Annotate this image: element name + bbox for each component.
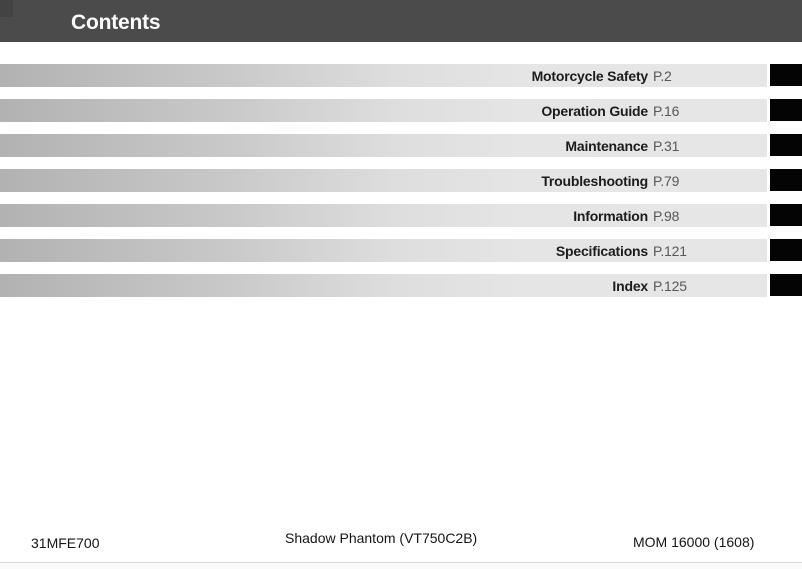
chapter-title: Troubleshooting (541, 172, 648, 189)
footer-model-name: Shadow Phantom (VT750C2B) (285, 530, 478, 546)
toc-row-bar (0, 64, 767, 87)
chapter-page-ref: P.125 (653, 277, 687, 294)
chapter-thumb-tab (770, 204, 802, 226)
toc-row-text: Operation Guide P.16 (0, 99, 767, 122)
toc-row-bar (0, 169, 767, 192)
page-corner-mark (0, 0, 13, 17)
contents-header: Contents (0, 0, 802, 42)
chapter-title: Maintenance (565, 137, 648, 154)
chapter-page-ref: P.121 (653, 242, 687, 259)
chapter-thumb-tab (770, 64, 802, 86)
toc-row-index[interactable]: Index P.125 (0, 274, 802, 297)
toc-row-troubleshooting[interactable]: Troubleshooting P.79 (0, 169, 802, 192)
toc-row-information[interactable]: Information P.98 (0, 204, 802, 227)
footer-print-code: MOM 16000 (1608) (633, 534, 755, 550)
footer-part-number: 31MFE700 (31, 535, 100, 551)
chapter-thumb-tab (770, 134, 802, 156)
toc-row-bar (0, 274, 767, 297)
page-title: Contents (71, 11, 161, 34)
toc-row-text: Troubleshooting P.79 (0, 169, 767, 192)
chapter-title: Index (612, 277, 648, 294)
toc-row-text: Maintenance P.31 (0, 134, 767, 157)
chapter-page-ref: P.2 (653, 67, 672, 84)
chapter-title: Specifications (555, 242, 648, 259)
footer-divider (0, 562, 802, 563)
chapter-title: Operation Guide (541, 102, 648, 119)
footer-bottom-strip (0, 563, 802, 569)
chapter-title: Information (573, 207, 648, 224)
toc-row-text: Index P.125 (0, 274, 767, 297)
chapter-thumb-tab (770, 169, 802, 191)
toc-row-bar (0, 204, 767, 227)
table-of-contents: Motorcycle Safety P.2 Operation Guide P.… (0, 64, 802, 297)
chapter-thumb-tab (770, 99, 802, 121)
chapter-page-ref: P.31 (653, 137, 680, 154)
toc-row-motorcycle-safety[interactable]: Motorcycle Safety P.2 (0, 64, 802, 87)
chapter-page-ref: P.16 (653, 102, 680, 119)
chapter-thumb-tab (770, 239, 802, 261)
toc-row-bar (0, 239, 767, 262)
toc-row-operation-guide[interactable]: Operation Guide P.16 (0, 99, 802, 122)
toc-row-text: Information P.98 (0, 204, 767, 227)
toc-row-bar (0, 134, 767, 157)
toc-row-text: Specifications P.121 (0, 239, 767, 262)
toc-row-specifications[interactable]: Specifications P.121 (0, 239, 802, 262)
toc-row-bar (0, 99, 767, 122)
toc-row-maintenance[interactable]: Maintenance P.31 (0, 134, 802, 157)
toc-row-text: Motorcycle Safety P.2 (0, 64, 767, 87)
chapter-page-ref: P.98 (653, 207, 680, 224)
chapter-page-ref: P.79 (653, 172, 680, 189)
chapter-title: Motorcycle Safety (531, 67, 649, 84)
chapter-thumb-tab (770, 274, 802, 296)
